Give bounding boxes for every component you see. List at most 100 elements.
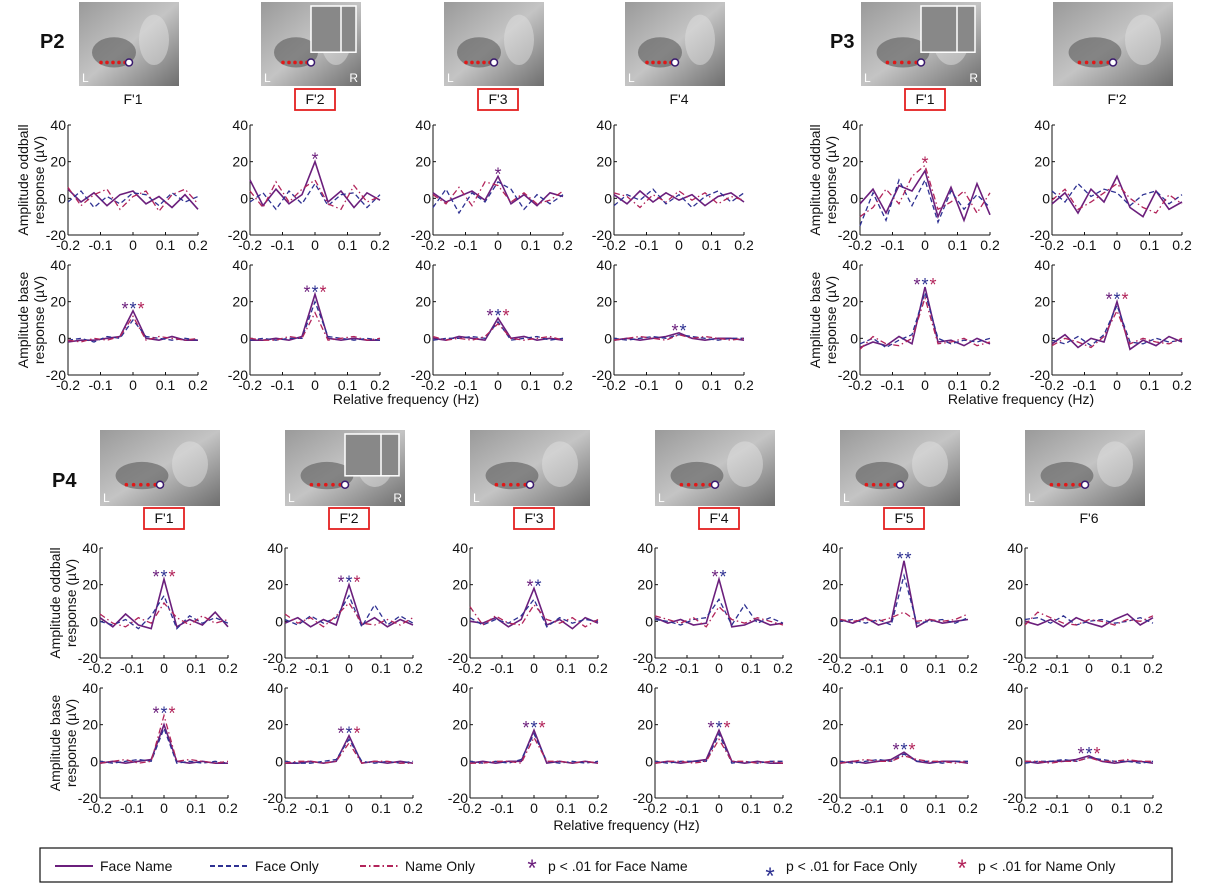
- significance-star: *: [1113, 290, 1120, 310]
- y-tick-label: 0: [1015, 613, 1023, 629]
- y-tick-label: 20: [596, 154, 612, 170]
- electrode-contact: [701, 482, 705, 487]
- y-tick-label: -20: [46, 227, 66, 243]
- electrode-contact: [907, 60, 911, 65]
- series-line: [859, 178, 991, 227]
- y-tick-label: -20: [263, 790, 283, 806]
- significance-star: *: [522, 718, 529, 738]
- electrode-contact: [886, 482, 890, 487]
- y-tick-label: -20: [818, 650, 838, 666]
- x-tick-label: 0.2: [553, 237, 573, 253]
- x-tick-label: -0.1: [120, 660, 144, 676]
- x-tick-label: 0: [494, 377, 502, 393]
- electrode-contact: [900, 60, 904, 65]
- x-tick-label: -0.1: [305, 660, 329, 676]
- y-tick-label: -20: [1003, 650, 1023, 666]
- electrode-contact: [686, 482, 691, 487]
- legend-star: *: [527, 855, 536, 882]
- series-line: [432, 322, 564, 341]
- image-label: L: [864, 71, 871, 85]
- electrode-name: F'1: [123, 91, 142, 107]
- x-tick-label: -0.2: [848, 377, 872, 393]
- series-line: [1051, 174, 1183, 218]
- x-tick-label: -0.2: [828, 800, 852, 816]
- significance-star: *: [353, 724, 360, 744]
- electrode-contact-selected: [895, 480, 905, 489]
- y-tick-label: 0: [460, 613, 468, 629]
- significance-star: *: [129, 299, 136, 319]
- x-tick-label: -0.2: [643, 800, 667, 816]
- y-tick-label: 0: [1015, 753, 1023, 769]
- x-tick-label: 0.1: [556, 660, 576, 676]
- series-line: [1051, 182, 1183, 214]
- series-line: [249, 299, 381, 341]
- y-tick-label: 40: [1034, 257, 1050, 273]
- image-label: L: [447, 71, 454, 85]
- mri-structure: [1125, 14, 1161, 65]
- x-tick-label: -0.1: [860, 660, 884, 676]
- x-tick-label: -0.1: [860, 800, 884, 816]
- y-tick-label: 0: [90, 613, 98, 629]
- y-tick-label: 40: [842, 257, 858, 273]
- y-tick-label: -20: [838, 367, 858, 383]
- y-tick-label: -20: [78, 790, 98, 806]
- electrode-highlight: [328, 507, 370, 530]
- mri-structure: [1068, 37, 1122, 68]
- significance-star: *: [303, 282, 310, 302]
- series-line: [67, 309, 198, 343]
- significance-star: *: [152, 704, 159, 724]
- x-tick-label: -0.1: [270, 377, 294, 393]
- x-tick-label: -0.1: [1072, 377, 1096, 393]
- significance-star: *: [486, 306, 493, 326]
- y-axis-label: response (µV): [63, 559, 79, 647]
- x-tick-label: 0.2: [188, 237, 208, 253]
- image-label: L: [264, 71, 271, 85]
- series-line: [654, 598, 784, 627]
- x-tick-label: -0.1: [88, 237, 112, 253]
- significance-star: *: [892, 740, 899, 760]
- series-line: [432, 174, 564, 207]
- significance-star: *: [526, 576, 533, 596]
- x-tick-label: 0: [675, 377, 683, 393]
- electrode-name: F'4: [709, 510, 728, 526]
- legend-star-label: p < .01 for Face Name: [548, 858, 688, 874]
- y-axis-label: Amplitude oddball: [47, 547, 63, 658]
- x-tick-label: 0: [311, 377, 319, 393]
- electrode-contact: [299, 60, 303, 65]
- series-line: [859, 168, 991, 223]
- y-tick-label: 40: [822, 540, 838, 556]
- x-axis-label: Relative frequency (Hz): [333, 391, 479, 407]
- x-tick-label: 0: [129, 377, 137, 393]
- x-tick-label: 0: [494, 237, 502, 253]
- legend-star-label: p < .01 for Name Only: [978, 858, 1115, 874]
- significance-star: *: [707, 718, 714, 738]
- electrode-contact: [694, 482, 698, 487]
- electrode-name: F'5: [894, 510, 913, 526]
- electrode-name: F'2: [339, 510, 358, 526]
- series-line: [613, 334, 744, 341]
- x-tick-label: -0.2: [421, 237, 445, 253]
- x-tick-label: -0.2: [602, 377, 626, 393]
- y-tick-label: 40: [415, 117, 431, 133]
- electrode-contact: [316, 482, 321, 487]
- electrode-name: F'1: [154, 510, 173, 526]
- x-axis-label: Relative frequency (Hz): [553, 817, 699, 833]
- x-tick-label: -0.2: [56, 237, 80, 253]
- significance-star: *: [711, 567, 718, 587]
- x-tick-label: 0.2: [1172, 237, 1192, 253]
- electrode-highlight: [294, 88, 336, 111]
- y-tick-label: 40: [822, 680, 838, 696]
- y-tick-label: 0: [275, 753, 283, 769]
- significance-star: *: [530, 718, 537, 738]
- panel-label: P2: [40, 31, 64, 53]
- significance-star: *: [121, 299, 128, 319]
- series-line: [1024, 611, 1154, 626]
- x-tick-label: 0: [160, 660, 168, 676]
- x-tick-label: -0.2: [1013, 800, 1037, 816]
- x-tick-label: 0: [715, 660, 723, 676]
- y-tick-label: 20: [232, 154, 248, 170]
- mri-structure: [300, 461, 354, 490]
- electrode-contact: [1071, 482, 1075, 487]
- significance-star: *: [353, 573, 360, 593]
- x-tick-label: -0.1: [1072, 237, 1096, 253]
